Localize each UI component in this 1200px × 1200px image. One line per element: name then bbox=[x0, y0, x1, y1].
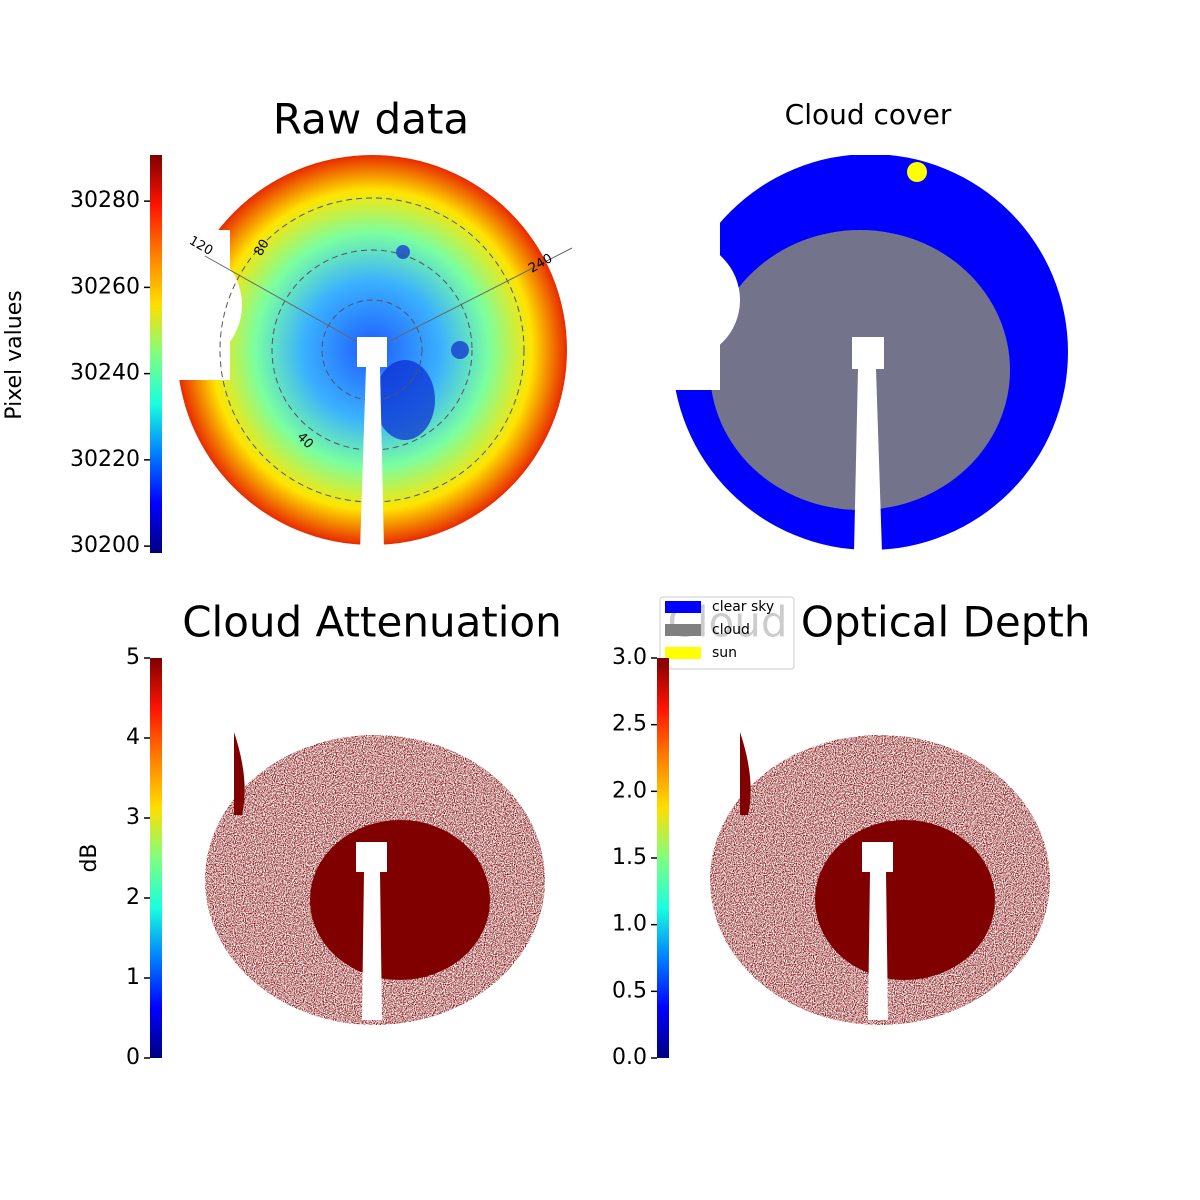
tick-label: 1 bbox=[126, 965, 140, 990]
tick-label: 1.0 bbox=[612, 912, 647, 937]
tick-label: 4 bbox=[126, 725, 140, 750]
tick-label: 5 bbox=[126, 645, 140, 670]
tick-label: 30260 bbox=[70, 274, 140, 299]
tick-label: 30240 bbox=[70, 361, 140, 386]
legend-label: cloud bbox=[712, 622, 750, 638]
tick-label: 2 bbox=[126, 885, 140, 910]
legend-swatch bbox=[665, 624, 701, 636]
legend-swatch bbox=[665, 647, 701, 659]
raw-image bbox=[118, 155, 573, 550]
tick-label: 0.0 bbox=[612, 1045, 647, 1070]
colorbar-label: dB bbox=[77, 843, 102, 872]
tick-label: 3 bbox=[126, 805, 140, 830]
panel-title: Raw data bbox=[273, 95, 469, 144]
colorbar bbox=[657, 658, 669, 1058]
colorbar-label: Pixel values bbox=[2, 290, 27, 419]
tick-label: 3.0 bbox=[612, 645, 647, 670]
tick-label: 30200 bbox=[70, 533, 140, 558]
attenuation-image bbox=[205, 732, 545, 1025]
tick-label: 2.0 bbox=[612, 778, 647, 803]
panel-title: Cloud cover bbox=[785, 98, 952, 131]
tick-label: 1.5 bbox=[612, 845, 647, 870]
polar-label: 80 bbox=[252, 237, 273, 259]
tick-label: 0 bbox=[126, 1045, 140, 1070]
colorbar bbox=[150, 658, 162, 1058]
optical-depth-image bbox=[710, 732, 1050, 1025]
legend-label: sun bbox=[712, 645, 737, 661]
panel-title: Cloud Attenuation bbox=[182, 598, 562, 647]
legend-swatch bbox=[665, 601, 701, 613]
colorbar bbox=[150, 155, 162, 553]
tick-label: 2.5 bbox=[612, 712, 647, 737]
tick-label: 30280 bbox=[70, 188, 140, 213]
legend-label: clear sky bbox=[712, 599, 774, 615]
cloud-cover-image bbox=[620, 150, 1080, 552]
tick-label: 0.5 bbox=[612, 978, 647, 1003]
tick-label: 30220 bbox=[70, 447, 140, 472]
